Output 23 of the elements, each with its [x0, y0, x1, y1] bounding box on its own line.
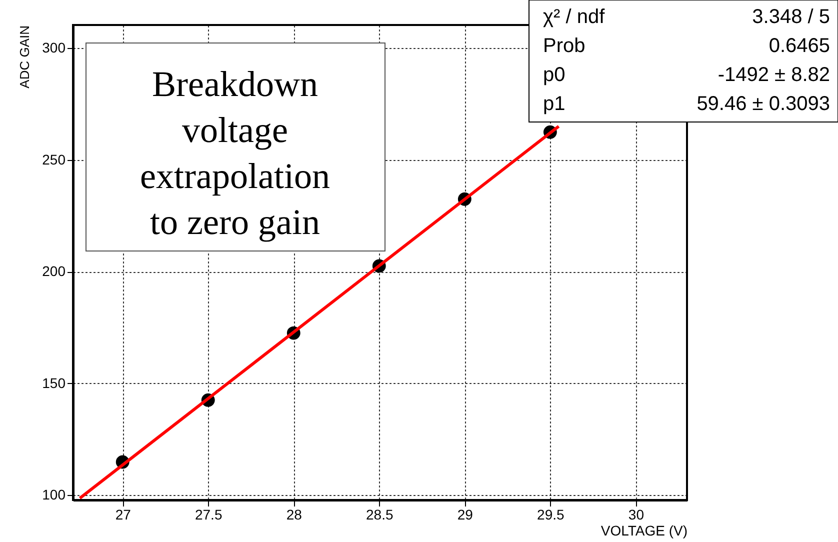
x-tick-label: 30: [628, 506, 644, 522]
x-tick-label: 27.5: [194, 506, 222, 522]
y-tick-label: 300: [42, 40, 66, 56]
annotation: p0: [543, 64, 566, 86]
text: 3.348 / 5: [752, 6, 830, 28]
y-tick-label: 150: [42, 374, 66, 391]
annotation: p1: [543, 93, 566, 115]
annotation: Prob: [543, 35, 586, 57]
y-axis-title: ADC GAIN: [17, 26, 32, 88]
y-tick-label: 200: [42, 263, 66, 280]
x-tick-label: 29.5: [537, 506, 565, 522]
y-tick-label: 100: [42, 486, 66, 503]
text: -1492 ± 8.82: [718, 64, 830, 86]
annotation: χ² / ndf: [543, 6, 606, 28]
x-axis-title: VOLTAGE (V): [600, 522, 688, 538]
text: 59.46 ± 0.3093: [696, 93, 830, 115]
x-tick-label: 28.5: [366, 506, 394, 522]
annotation: Breakdown voltage extrapolation to zero gain: [140, 64, 330, 242]
x-tick-label: 27: [115, 506, 132, 522]
text: 0.6465: [768, 35, 830, 57]
x-tick-label: 29: [457, 506, 474, 522]
x-tick-label: 28: [286, 506, 302, 522]
y-tick-label: 250: [42, 151, 66, 168]
